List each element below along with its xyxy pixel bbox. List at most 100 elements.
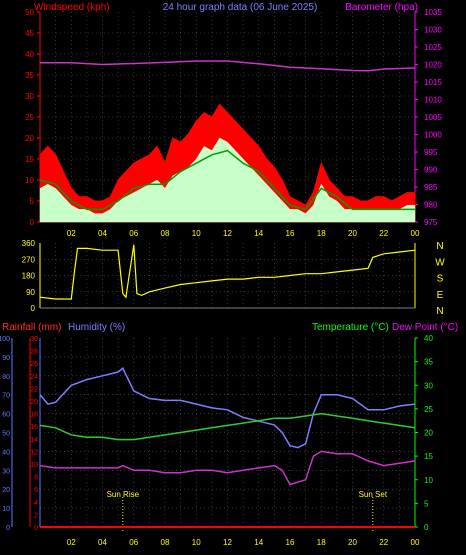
wind-x-tick-label: 14 [254, 229, 263, 238]
rain-tick-label: 22 [30, 386, 38, 393]
compass-label: E [437, 290, 444, 301]
wind-x-tick-label: 22 [379, 229, 388, 238]
rain-tick-label: 6 [34, 487, 38, 494]
rain-tick-label: 28 [30, 349, 38, 356]
wind-left-tick-label: 30 [25, 92, 34, 101]
rain-tick-label: 18 [30, 412, 38, 419]
tick-label-layer: 0510152025303540455097598098599099510001… [0, 8, 445, 547]
rain-tick-label: 0 [34, 525, 38, 532]
temp-tick-label: 5 [424, 499, 429, 508]
wind-x-tick-label: 06 [129, 229, 138, 238]
wind-average-line [39, 149, 415, 211]
wind-left-tick-label: 20 [25, 134, 34, 143]
wind-left-tick-label: 45 [25, 29, 34, 38]
dewpoint-line [39, 450, 416, 486]
temp-x-tick-label: 04 [98, 538, 107, 547]
rain-tick-label: 4 [34, 500, 38, 507]
humidity-tick-label: 80 [2, 374, 10, 381]
wind-left-tick-label: 25 [25, 113, 34, 122]
compass-label: W [435, 257, 445, 268]
temp-x-tick-label: 16 [286, 538, 295, 547]
humidity-axis-title: Humidity (%) [68, 322, 125, 333]
wind-left-tick-label: 35 [25, 71, 34, 80]
temp-x-tick-label: 14 [254, 538, 263, 547]
wind-right-tick-label: 990 [424, 166, 438, 175]
humidity-tick-label: 40 [2, 449, 10, 456]
wind-x-tick-label: 00 [411, 229, 420, 238]
wind-x-tick-label: 10 [192, 229, 201, 238]
rain-tick-label: 26 [30, 361, 38, 368]
rain-tick-label: 2 [34, 512, 38, 519]
sun-event-label: Sun Set [359, 490, 388, 499]
wind-x-tick-label: 18 [317, 229, 326, 238]
temp-x-tick-label: 20 [348, 538, 357, 547]
temperature-axis-title: Temperature (°C) [312, 322, 389, 333]
compass-label: S [437, 274, 444, 285]
wind-right-tick-label: 1015 [424, 78, 442, 87]
temp-tick-label: 40 [424, 334, 433, 343]
wind-right-tick-label: 980 [424, 201, 438, 210]
wind-right-tick-label: 1025 [424, 43, 442, 52]
grid-layer [40, 12, 415, 527]
rain-tick-label: 14 [30, 437, 38, 444]
wind-x-tick-label: 02 [67, 229, 76, 238]
wind-left-tick-label: 0 [30, 218, 35, 227]
wind-x-tick-label: 12 [223, 229, 232, 238]
dir-left-tick-label: 360 [22, 239, 36, 248]
humidity-line [39, 367, 416, 449]
rain-tick-label: 12 [30, 449, 38, 456]
compass-label: N [436, 306, 443, 317]
dir-left-tick-label: 180 [22, 272, 36, 281]
wind-x-tick-label: 08 [161, 229, 170, 238]
windspeed-axis-title: Windspeed (kph) [34, 2, 110, 13]
wind-x-tick-label: 04 [98, 229, 107, 238]
temp-x-tick-label: 12 [223, 538, 232, 547]
wind-direction-line [39, 244, 416, 300]
barometer-axis-title: Barometer (hpa) [345, 2, 418, 13]
temp-x-tick-label: 10 [192, 538, 201, 547]
temp-x-tick-label: 18 [317, 538, 326, 547]
humidity-tick-label: 30 [2, 468, 10, 475]
dewpoint-axis-title: Dew Point (°C) [392, 322, 458, 333]
wind-left-tick-label: 40 [25, 50, 34, 59]
series-layer [39, 60, 416, 528]
dir-left-tick-label: 0 [31, 304, 36, 313]
dir-left-tick-label: 270 [22, 255, 36, 264]
dir-left-tick-label: 90 [26, 288, 35, 297]
wind-right-tick-label: 1020 [424, 61, 442, 70]
sun-event-label: Sun Rise [107, 490, 140, 499]
temperature-line [39, 412, 416, 441]
wind-right-tick-label: 1005 [424, 113, 442, 122]
wind-x-tick-label: 20 [348, 229, 357, 238]
temp-tick-label: 30 [424, 381, 433, 390]
temp-tick-label: 25 [424, 405, 433, 414]
rain-tick-label: 24 [30, 374, 38, 381]
temp-x-tick-label: 22 [379, 538, 388, 547]
wind-x-tick-label: 16 [286, 229, 295, 238]
temp-tick-label: 15 [424, 452, 433, 461]
rain-tick-label: 10 [30, 462, 38, 469]
humidity-tick-label: 60 [2, 412, 10, 419]
rain-tick-label: 8 [34, 475, 38, 482]
wind-right-tick-label: 975 [424, 218, 438, 227]
compass-label: N [436, 241, 443, 252]
temp-tick-label: 35 [424, 358, 433, 367]
wind-right-tick-label: 1010 [424, 96, 442, 105]
wind-right-tick-label: 1000 [424, 131, 442, 140]
rainfall-axis-title: Rainfall (mm) [2, 322, 61, 333]
humidity-tick-label: 20 [2, 487, 10, 494]
humidity-tick-label: 100 [0, 336, 10, 343]
rain-tick-label: 30 [30, 336, 38, 343]
rain-tick-label: 20 [30, 399, 38, 406]
wind-left-tick-label: 5 [30, 197, 35, 206]
wind-left-tick-label: 15 [25, 155, 34, 164]
wind-right-tick-label: 995 [424, 148, 438, 157]
humidity-tick-label: 50 [2, 431, 10, 438]
humidity-tick-label: 70 [2, 393, 10, 400]
chart-title: 24 hour graph data (06 June 2025) [163, 2, 318, 13]
temp-x-tick-label: 08 [161, 538, 170, 547]
wind-right-tick-label: 985 [424, 183, 438, 192]
temp-x-tick-label: 06 [129, 538, 138, 547]
humidity-tick-label: 0 [6, 525, 10, 532]
